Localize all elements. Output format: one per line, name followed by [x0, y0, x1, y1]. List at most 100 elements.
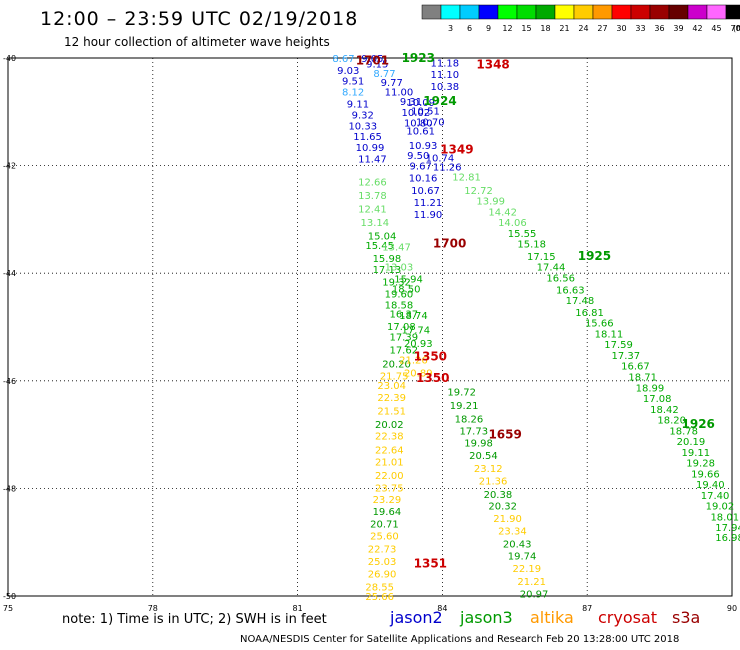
colorbar-tick-label: 39 — [673, 24, 683, 33]
swh-value-label: 9.50 — [407, 151, 429, 162]
swh-value-label: 23.04 — [377, 381, 406, 392]
pass-time-label: 1701 — [356, 54, 389, 68]
swh-value-label: 28.55 — [365, 582, 394, 593]
swh-value-label: 21.26 — [399, 355, 428, 366]
swh-value-label: 13.99 — [476, 197, 505, 208]
swh-value-label: 10.70 — [416, 117, 445, 128]
swh-value-label: 20.32 — [488, 502, 517, 513]
swh-value-label: 16.63 — [556, 285, 585, 296]
swh-value-label: 22.39 — [377, 393, 406, 404]
swh-value-label: 18.11 — [595, 329, 624, 340]
swh-value-label: 9.15 — [366, 59, 388, 70]
swh-value-label: 17.73 — [459, 426, 488, 437]
swh-value-label: 16.81 — [575, 308, 604, 319]
swh-value-label: 10.02 — [402, 108, 431, 119]
swh-value-label: 17.08 — [387, 322, 416, 333]
x-tick-label: 75 — [3, 604, 13, 613]
swh-value-label: 8.77 — [373, 69, 395, 80]
pass-time-label: 1926 — [682, 417, 715, 431]
footer-credit: NOAA/NESDIS Center for Satellite Applica… — [240, 634, 680, 645]
swh-value-label: 8.12 — [342, 87, 364, 98]
pass-time-label: 1659 — [488, 428, 521, 442]
colorbar-swatch — [554, 4, 575, 20]
colorbar-tick-label: 18 — [540, 24, 550, 33]
swh-value-label: 19.11 — [681, 448, 710, 459]
colorbar-tick-label: 70 — [730, 24, 740, 33]
swh-value-label: 20.43 — [503, 539, 532, 550]
swh-value-label: 22.73 — [368, 545, 397, 556]
swh-value-label: 10.16 — [409, 173, 438, 184]
swh-value-label: 22.00 — [375, 471, 404, 482]
swh-value-label: 17.37 — [611, 351, 640, 362]
swh-value-label: 19.74 — [508, 552, 537, 563]
colorbar-swatch — [611, 4, 632, 20]
swh-value-label: 19.32 — [382, 277, 411, 288]
swh-value-label: 11.47 — [358, 155, 387, 166]
swh-value-label: 15.04 — [368, 232, 397, 243]
swh-value-label: 16.56 — [546, 274, 575, 285]
swh-value-label: 11.90 — [414, 210, 443, 221]
swh-value-label: 22.38 — [375, 432, 404, 443]
swh-value-label: 21.75 — [380, 371, 409, 382]
plot-grid — [7, 57, 733, 597]
swh-value-label: 12.72 — [464, 186, 493, 197]
swh-value-label: 20.54 — [469, 451, 498, 462]
swh-value-label: 17.08 — [643, 394, 672, 405]
swh-value-label: 20.71 — [370, 519, 399, 530]
swh-value-label: 10.61 — [406, 127, 435, 138]
swh-value-label: 21.01 — [375, 458, 404, 469]
swh-value-label: 19.66 — [691, 469, 720, 480]
colorbar-swatch — [497, 4, 518, 20]
pass-time-label: 1924 — [423, 94, 456, 108]
swh-value-label: 10.09 — [406, 98, 435, 109]
colorbar-tick-label: 42 — [692, 24, 702, 33]
pass-time-label: 1700 — [433, 237, 466, 251]
chart-subtitle: 12 hour collection of altimeter wave hei… — [64, 35, 330, 49]
swh-value-label: 18.99 — [636, 383, 665, 394]
swh-value-label: 20.89 — [404, 369, 433, 380]
colorbar-tick-label: 12 — [502, 24, 512, 33]
colorbar-tick-label: 21 — [559, 24, 569, 33]
pass-time-label: 1923 — [402, 51, 435, 65]
swh-value-label: 19.98 — [464, 439, 493, 450]
pass-time-label: 1925 — [578, 249, 611, 263]
swh-value-label: 21.21 — [517, 577, 546, 588]
swh-value-label: 10.33 — [348, 121, 377, 132]
swh-value-label: 21.90 — [493, 514, 522, 525]
swh-value-label: 25.66 — [365, 592, 394, 603]
colorbar-tick-label: 6 — [467, 24, 472, 33]
swh-value-label: 18.01 — [710, 512, 739, 523]
swh-value-label: 13.47 — [382, 242, 411, 253]
swh-value-label: 9.51 — [342, 77, 364, 88]
swh-value-label: 9.32 — [352, 110, 374, 121]
x-tick-label: 78 — [148, 604, 158, 613]
swh-value-label: 18.74 — [399, 311, 428, 322]
swh-value-label: 25.60 — [370, 532, 399, 543]
colorbar-tick-label: 15 — [521, 24, 531, 33]
swh-value-label: 19.21 — [450, 401, 479, 412]
swh-value-label: 20.93 — [404, 339, 433, 350]
chart-title: 12:00 – 23:59 UTC 02/19/2018 — [40, 8, 359, 30]
swh-value-label: 18.50 — [392, 284, 421, 295]
swh-value-label: 17.48 — [566, 296, 595, 307]
y-tick-label: -48 — [3, 484, 16, 493]
swh-value-label: 20.19 — [677, 437, 706, 448]
swh-value-label: 11.10 — [430, 70, 459, 81]
swh-value-label: 19.02 — [706, 502, 735, 513]
colorbar-swatch — [459, 4, 480, 20]
pass-time-label: 1350 — [416, 371, 449, 385]
swh-value-label: 23.34 — [498, 526, 527, 537]
legend-jason2: jason2 — [390, 608, 443, 627]
swh-value-label: 14.06 — [498, 218, 527, 229]
legend-s3a: s3a — [672, 608, 701, 627]
swh-value-label: 19.72 — [447, 388, 476, 399]
colorbar-unit: (ft) — [733, 24, 740, 33]
swh-value-label: 8.67 — [332, 54, 354, 65]
swh-value-label: 9.77 — [381, 78, 403, 89]
swh-value-label: 16.67 — [621, 362, 650, 373]
swh-value-label: 13.03 — [385, 263, 414, 274]
colorbar-swatch — [573, 4, 594, 20]
colorbar-swatch — [630, 4, 651, 20]
